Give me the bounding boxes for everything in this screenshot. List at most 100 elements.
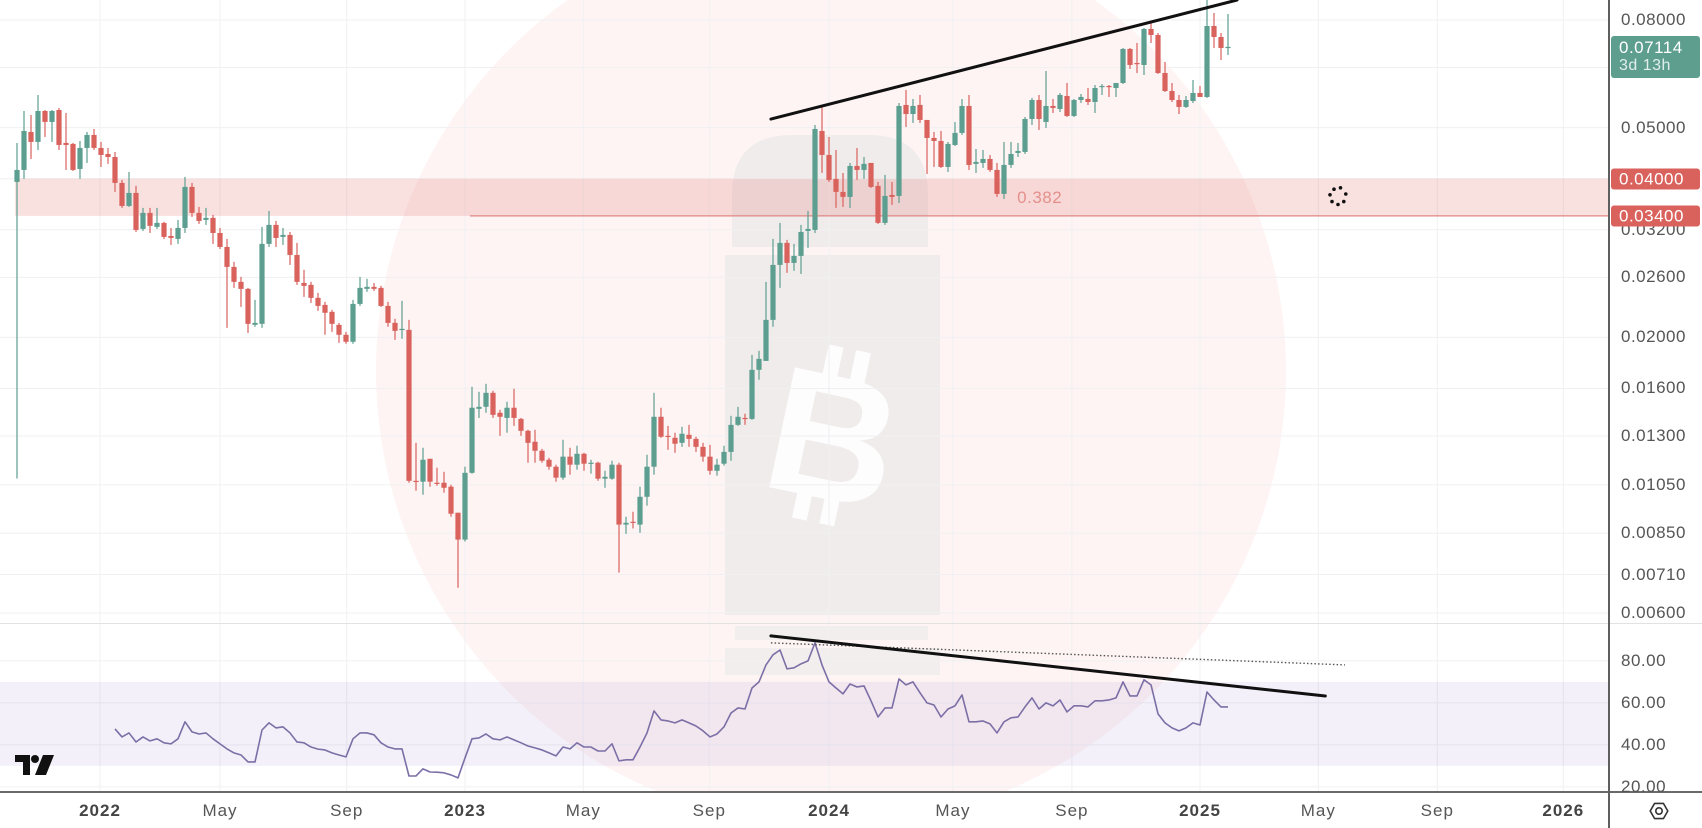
candle-body: [182, 186, 188, 228]
candle-body: [196, 212, 202, 221]
candle-body: [301, 282, 307, 286]
last-price-badge: 0.07114 3d 13h: [1611, 35, 1700, 78]
candle-body: [294, 254, 300, 282]
price-axis-border: [1608, 0, 1610, 828]
candle-body: [714, 464, 720, 471]
candle-body: [1141, 28, 1147, 65]
tradingview-logo-icon[interactable]: [14, 754, 56, 778]
candle-body: [532, 441, 538, 451]
candle-body: [539, 450, 545, 461]
time-axis[interactable]: [0, 793, 1608, 828]
candle-body: [910, 105, 916, 115]
candle-body: [91, 134, 97, 148]
candle-body: [1176, 99, 1182, 107]
candle-body: [917, 104, 923, 120]
candle-body: [686, 434, 692, 439]
price-axis-label: 0.00600: [1621, 603, 1686, 623]
level-badge-upper: 0.04000: [1611, 168, 1700, 190]
candle-body: [420, 459, 426, 482]
rsi-dotted-line[interactable]: [770, 642, 1345, 666]
candle-body: [560, 456, 566, 478]
candle-body: [154, 222, 160, 227]
candle-body: [721, 451, 727, 464]
candle-body: [483, 392, 489, 407]
candle-body: [1071, 99, 1077, 116]
time-axis-label: 2022: [79, 801, 121, 820]
candle-body: [406, 329, 412, 481]
candle-body: [385, 305, 391, 323]
pane-separator[interactable]: [0, 623, 1702, 624]
candle-body: [644, 466, 650, 497]
candle-body: [840, 191, 846, 197]
candle-body: [315, 297, 321, 306]
candle-body: [588, 462, 594, 464]
candle-body: [595, 462, 601, 479]
candle-body: [392, 322, 398, 331]
price-axis-label: 0.01300: [1621, 426, 1686, 446]
candle-body: [343, 334, 349, 342]
chart-settings-button[interactable]: [1649, 801, 1669, 821]
candle-body: [707, 456, 713, 471]
candle-body: [826, 154, 832, 180]
candle-body: [903, 104, 909, 115]
candle-body: [1204, 25, 1210, 97]
candle-body: [973, 161, 979, 164]
rsi-trendline[interactable]: [769, 634, 1327, 698]
candle-body: [553, 466, 559, 478]
candle-body: [119, 182, 125, 206]
candle-body: [616, 464, 622, 525]
candle-body: [140, 212, 146, 229]
price-trendline[interactable]: [769, 0, 1239, 121]
candle-body: [434, 482, 440, 484]
watermark-logo-body: [725, 255, 940, 615]
candle-body: [805, 228, 811, 231]
candle-body: [1008, 153, 1014, 165]
candle-body: [735, 416, 741, 425]
candle-body: [1120, 48, 1126, 83]
candle-body: [217, 232, 223, 247]
level-badge-lower: 0.03400: [1611, 205, 1700, 227]
candle-body: [1169, 90, 1175, 100]
candle-body: [56, 109, 62, 145]
candle-body: [357, 287, 363, 304]
candle-body: [938, 140, 944, 167]
candle-body: [371, 286, 377, 289]
candle-body: [777, 242, 783, 265]
candle-body: [203, 217, 209, 220]
candle-body: [112, 156, 118, 183]
candle-body: [1029, 99, 1035, 119]
fib-level-label: 0.382: [1017, 188, 1062, 207]
candle-body: [14, 169, 20, 182]
candle-body: [266, 224, 272, 244]
candle-body: [945, 143, 951, 167]
candle-body: [833, 178, 839, 192]
candle-body: [210, 217, 216, 233]
candle-body: [812, 128, 818, 230]
candle-body: [413, 480, 419, 483]
rsi-axis-label: 40.00: [1621, 734, 1667, 754]
candle-body: [1155, 34, 1161, 73]
support-resistance-zone[interactable]: [15, 178, 1609, 216]
candle-body: [245, 288, 251, 324]
price-axis-label: 0.01050: [1621, 474, 1686, 494]
candle-body: [308, 284, 314, 298]
candle-body: [273, 224, 279, 238]
time-axis-label: 2026: [1542, 801, 1585, 820]
bar-close-countdown: 3d 13h: [1619, 56, 1671, 74]
candle-body: [987, 158, 993, 170]
candle-body: [35, 111, 41, 142]
candle-body: [497, 412, 503, 417]
candle-body: [1218, 36, 1224, 48]
candle-body: [756, 358, 762, 370]
chart-plot-area[interactable]: B 0.382: [0, 0, 1609, 792]
candle-body: [1085, 98, 1091, 102]
candle-body: [427, 458, 433, 482]
candle-body: [84, 134, 90, 148]
candle-body: [238, 281, 244, 289]
candle-body: [749, 369, 755, 419]
candle-body: [518, 418, 524, 431]
candle-body: [1162, 72, 1168, 91]
watermark-logo-strip: [725, 648, 940, 675]
candle-body: [574, 453, 580, 465]
gear-icon: [1649, 802, 1669, 820]
